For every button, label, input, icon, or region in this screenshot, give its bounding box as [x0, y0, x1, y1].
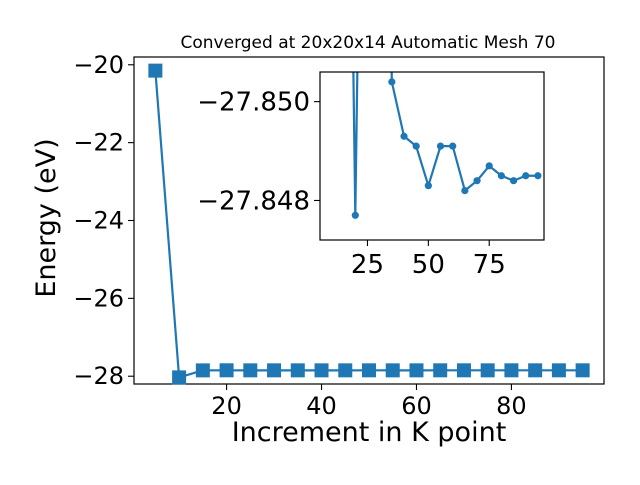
inset-data-point	[485, 162, 493, 170]
inset-data-point	[424, 182, 432, 190]
main-data-point	[409, 363, 424, 378]
inset-y-ticks: −27.850 −27.848	[197, 88, 320, 216]
main-data-point	[314, 363, 329, 378]
main-data-point	[575, 363, 590, 378]
main-data-point	[456, 363, 471, 378]
main-data-point	[480, 363, 495, 378]
inset-data-point	[497, 172, 505, 180]
inset-data-point	[412, 142, 420, 150]
main-y-tick-label: −28	[73, 362, 124, 390]
main-data-point	[243, 363, 258, 378]
main-y-tick-label: −24	[73, 207, 124, 235]
inset-plot-frame	[319, 71, 545, 241]
main-data-point	[528, 363, 543, 378]
main-data-point	[385, 363, 400, 378]
inset-x-ticks: 25 50 75	[351, 240, 506, 280]
inset-y-tick-label: −27.850	[197, 88, 310, 118]
main-series	[148, 63, 590, 385]
inset-x-tick-label: 75	[473, 250, 506, 280]
inset-data-point	[351, 211, 359, 219]
main-y-tick-label: −20	[73, 51, 124, 79]
inset-x-tick-label: 25	[351, 250, 384, 280]
inset-series-group	[351, 72, 542, 219]
main-data-point	[267, 363, 282, 378]
main-data-point	[504, 363, 519, 378]
main-data-point	[362, 363, 376, 378]
inset-data-point	[522, 172, 530, 180]
inset-data-point	[461, 186, 469, 195]
inset-data-point	[509, 177, 518, 185]
main-x-tick-label: 40	[306, 392, 337, 420]
main-data-point	[148, 63, 163, 78]
main-data-point	[338, 363, 353, 378]
inset-data-point	[449, 142, 457, 150]
inset-x-tick-label: 50	[412, 250, 445, 280]
inset-series	[351, 72, 542, 219]
main-x-tick-label: 60	[401, 392, 432, 420]
main-data-point	[551, 363, 566, 378]
inset-data-point	[534, 172, 542, 180]
inset-data-point	[400, 132, 408, 140]
x-axis-label: Increment in K point	[232, 417, 507, 448]
main-y-ticks: −20 −22 −24 −26 −28	[73, 51, 134, 390]
main-data-point	[172, 370, 187, 385]
y-axis-label: Energy (eV)	[31, 138, 62, 297]
inset-y-tick-label: −27.848	[197, 186, 310, 216]
chart-title: Converged at 20x20x14 Automatic Mesh 70	[181, 33, 556, 53]
main-y-tick-label: −26	[73, 284, 124, 312]
main-y-tick-label: −22	[73, 129, 124, 157]
inset-data-point	[473, 177, 481, 185]
main-data-point	[433, 363, 448, 378]
main-data-point	[290, 363, 305, 378]
main-data-point	[195, 363, 210, 378]
inset-axes: 25 50 75 −27.850 −27.848	[197, 71, 545, 280]
main-data-point	[219, 363, 234, 378]
main-x-tick-label: 80	[496, 392, 527, 420]
inset-data-point	[436, 142, 445, 150]
inset-data-point	[388, 78, 396, 86]
main-x-tick-label: 20	[211, 392, 242, 420]
main-x-ticks: 20 40 60 80	[211, 384, 527, 420]
main-axes: 20 40 60 80 −20 −22 −24 −26 −28	[73, 51, 605, 420]
